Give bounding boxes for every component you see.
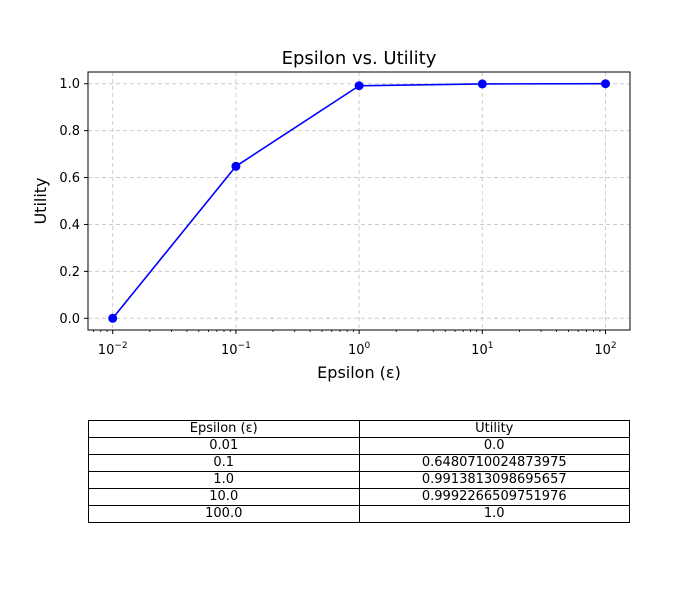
series-utility [108,79,611,323]
table-cell-utility: 0.0 [358,437,630,455]
table-row: 0.1 0.6480710024873975 [88,454,630,472]
table-cell-utility: 0.6480710024873975 [358,454,630,472]
x-tick-label: 10−1 [221,341,251,358]
data-point [477,79,487,89]
x-tick-label: 10−2 [98,341,128,358]
data-table: Epsilon (ε) Utility 0.01 0.0 0.1 0.64807… [88,420,630,523]
table-row: 100.0 1.0 [88,505,630,523]
table-cell-utility: 1.0 [358,505,630,523]
table-cell-epsilon: 100.0 [88,505,360,523]
table-row: 10.0 0.9992266509751976 [88,488,630,506]
y-tick-label: 0.0 [59,312,80,327]
table-cell-utility: 0.9992266509751976 [358,488,630,506]
y-tick-label: 0.2 [59,265,80,280]
table-header-row: Epsilon (ε) Utility [88,420,630,438]
data-point [601,79,611,89]
table-cell-utility: 0.9913813098695657 [358,471,630,489]
axis-ticks: 10−2 10−1 100 101 102 0.0 0.2 0.4 0.6 0.8 1.0 [59,77,616,358]
y-axis-label: Utility [31,177,50,224]
table-row: 1.0 0.9913813098695657 [88,471,630,489]
table-cell-epsilon: 0.1 [88,454,360,472]
x-axis-label: Epsilon (ε) [317,363,401,382]
plot-frame [87,71,631,331]
table-header-epsilon: Epsilon (ε) [88,420,360,438]
y-tick-label: 0.4 [59,218,80,233]
table-cell-epsilon: 0.01 [88,437,360,455]
data-point [354,81,364,91]
y-tick-label: 1.0 [59,77,80,92]
y-tick-label: 0.6 [59,171,80,186]
chart-title: Epsilon vs. Utility [282,48,437,69]
x-tick-label: 101 [471,341,493,358]
table-header-utility: Utility [358,420,630,438]
x-tick-label: 102 [594,341,616,358]
y-tick-label: 0.8 [59,124,80,139]
data-point [108,313,118,323]
x-tick-label: 100 [348,341,371,358]
data-point [231,161,241,171]
table-cell-epsilon: 10.0 [88,488,360,506]
table-row: 0.01 0.0 [88,437,630,455]
grid [88,72,630,330]
table-cell-epsilon: 1.0 [88,471,360,489]
